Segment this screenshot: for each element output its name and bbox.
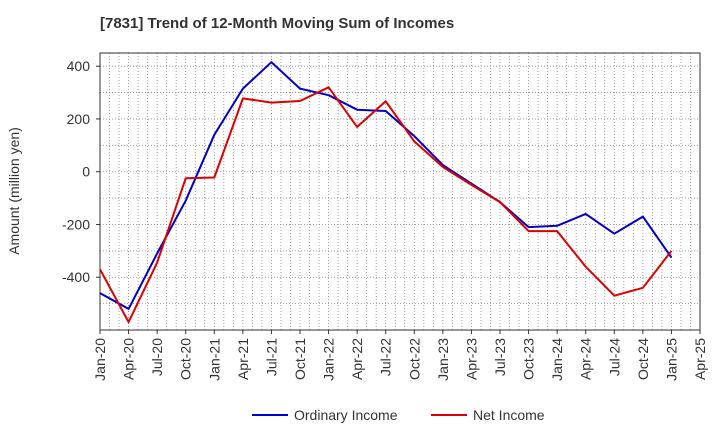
legend-swatch-ordinary-income xyxy=(252,414,288,416)
series-layer xyxy=(99,61,673,324)
x-tick-label: Jan-25 xyxy=(663,338,679,381)
chart-title: [7831] Trend of 12-Month Moving Sum of I… xyxy=(100,15,455,32)
x-tick-label: Jan-20 xyxy=(92,338,108,381)
x-tick-label: Jul-20 xyxy=(149,338,165,376)
x-tick-label: Jul-21 xyxy=(263,338,279,376)
y-tick-label: -200 xyxy=(62,216,90,232)
legend-label-net-income: Net Income xyxy=(473,407,545,423)
x-tick-label: Apr-24 xyxy=(578,338,594,380)
y-axis-label: Amount (million yen) xyxy=(6,127,22,255)
x-axis-ticks: Jan-20 Apr-20 Jul-20 Oct-20 Jan-21 Apr-21 Jul-… xyxy=(92,330,708,381)
plot-frame xyxy=(99,52,701,331)
x-tick-label: Apr-20 xyxy=(121,338,137,380)
x-tick-label: Apr-23 xyxy=(463,338,479,380)
x-tick-label: Apr-21 xyxy=(235,338,251,380)
x-tick-label: Jul-23 xyxy=(492,338,508,376)
legend-item-net-income: Net Income xyxy=(431,404,545,426)
y-tick-label: 400 xyxy=(67,58,91,74)
x-tick-label: Jan-24 xyxy=(549,338,565,381)
legend-swatch-net-income xyxy=(431,414,467,416)
y-tick-label: -400 xyxy=(62,269,90,285)
x-tick-label: Apr-25 xyxy=(692,338,708,380)
x-tick-label: Oct-21 xyxy=(292,338,308,380)
x-tick-label: Oct-23 xyxy=(521,338,537,380)
legend: Ordinary Income Net Income xyxy=(0,404,720,426)
x-tick-label: Jul-24 xyxy=(606,338,622,376)
y-tick-label: 0 xyxy=(82,164,90,180)
x-tick-label: Jan-21 xyxy=(206,338,222,381)
y-axis-ticks: 400 200 0 -200 -400 xyxy=(62,58,100,285)
legend-label-ordinary-income: Ordinary Income xyxy=(294,407,398,423)
x-tick-label: Apr-22 xyxy=(349,338,365,380)
series-line-net-income xyxy=(99,86,673,324)
grid xyxy=(100,53,700,330)
legend-item-ordinary-income: Ordinary Income xyxy=(252,404,397,426)
line-chart: 400 200 0 -200 -400 Jan-20 Apr-20 Jul-20 Oct-20… xyxy=(6,52,708,381)
x-tick-label: Jan-22 xyxy=(321,338,337,381)
x-tick-label: Oct-22 xyxy=(406,338,422,380)
y-tick-label: 200 xyxy=(67,111,91,127)
x-tick-label: Jul-22 xyxy=(378,338,394,376)
plot-border xyxy=(99,52,701,331)
x-tick-label: Jan-23 xyxy=(435,338,451,381)
x-tick-label: Oct-24 xyxy=(635,338,651,380)
x-tick-label: Oct-20 xyxy=(178,338,194,380)
